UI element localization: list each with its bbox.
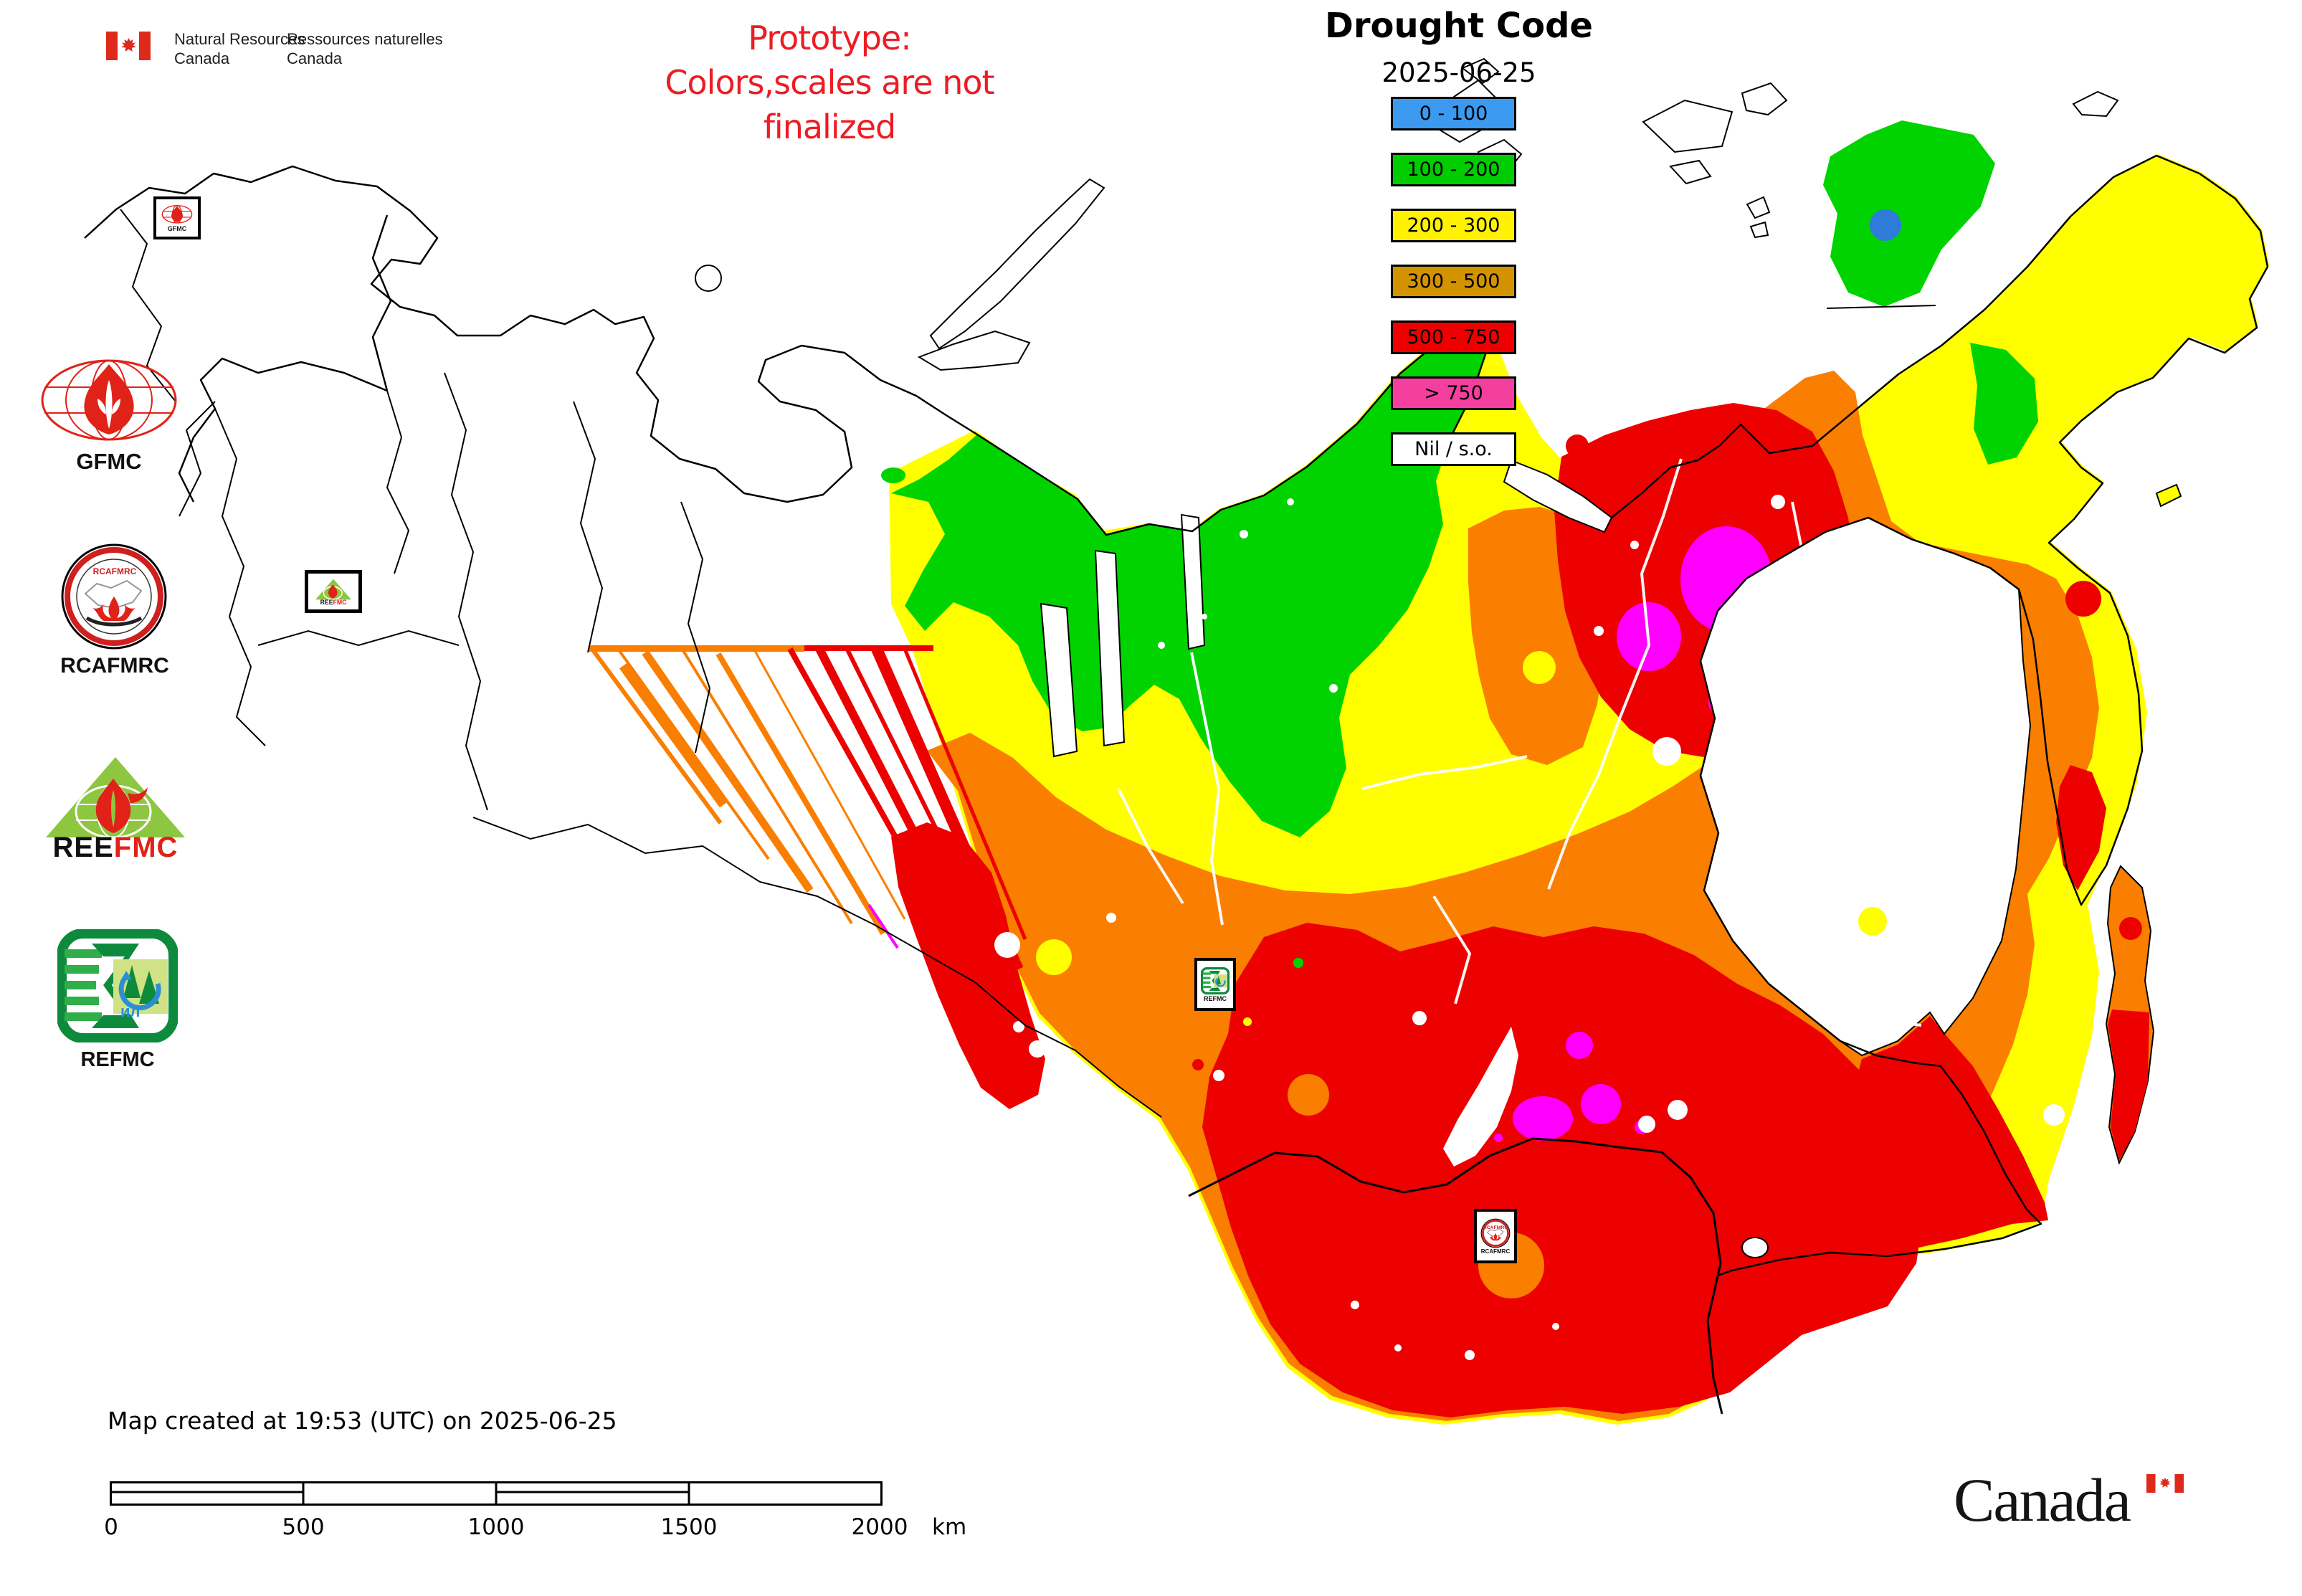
refmc-label: REFMC <box>80 1048 155 1071</box>
scale-label-0: 0 <box>104 1514 118 1540</box>
gfmc-mini-icon <box>161 204 193 224</box>
refmc-map-marker: REFMC <box>1194 958 1236 1011</box>
refmc-map-marker-label: REFMC <box>1204 995 1227 1002</box>
svg-text:REEFMC: REEFMC <box>320 599 348 605</box>
refmc-inner-label: ил <box>120 1002 141 1020</box>
legend-label: > 750 <box>1424 382 1483 404</box>
scale-unit: km <box>932 1514 967 1540</box>
lake-baikal <box>1443 1027 1518 1167</box>
legend-label: 300 - 500 <box>1407 270 1500 293</box>
scale-label-2000: 2000 <box>851 1514 908 1540</box>
canada-wordmark: Canada <box>1954 1466 2131 1534</box>
canada-flag-icon <box>106 32 151 60</box>
rcafmrc-label: RCAFMRC <box>60 654 169 678</box>
legend-item-200-300: 200 - 300 <box>1391 209 1516 242</box>
region-borders <box>120 209 1936 1415</box>
gfmc-label: GFMC <box>76 449 142 474</box>
legend-label: 100 - 200 <box>1407 158 1500 181</box>
nrcan-fr-line2: Canada <box>287 49 343 67</box>
gfmc-logo-icon <box>41 359 177 441</box>
prototype-line2: Colors,scales are not finalized <box>665 63 994 146</box>
rcafmrc-map-marker-label: RCAFMRC <box>1480 1248 1511 1255</box>
rcafmrc-inner-label: RCAFMRC <box>92 566 137 576</box>
legend-item-100-200: 100 - 200 <box>1391 153 1516 186</box>
legend-item-300-500: 300 - 500 <box>1391 265 1516 298</box>
refmc-logo-icon <box>57 929 178 1042</box>
legend-item-gt-750: > 750 <box>1391 376 1516 410</box>
gfmc-map-marker: GFMC <box>153 196 201 239</box>
render-artifact-streaks <box>589 645 1027 972</box>
reefmc-logo-icon <box>46 757 185 839</box>
legend-item-0-100: 0 - 100 <box>1391 97 1516 130</box>
legend-label: 200 - 300 <box>1407 214 1500 237</box>
map-date: 2025-06-25 <box>1381 57 1536 88</box>
legend-item-nil: Nil / s.o. <box>1391 432 1516 466</box>
dc-small-spots <box>1036 651 1887 1298</box>
reefmc-mini-icon: REEFMC <box>315 579 351 605</box>
map-created-text: Map created at 19:53 (UTC) on 2025-06-25 <box>108 1407 617 1435</box>
nrcan-fr-line1: Ressources naturelles <box>287 30 443 48</box>
scale-label-1500: 1500 <box>660 1514 718 1540</box>
legend-label: 500 - 750 <box>1407 326 1500 348</box>
page-title: Drought Code <box>1325 6 1593 46</box>
nrcan-title-fr: Ressources naturelles Canada <box>287 29 443 68</box>
scale-label-1000: 1000 <box>467 1514 525 1540</box>
rivers <box>1117 458 1922 1027</box>
gfmc-map-marker-label: GFMC <box>167 225 187 232</box>
nil-spots <box>994 495 2065 1360</box>
prototype-notice: Prototype: Colors,scales are not finaliz… <box>614 16 1045 149</box>
reefmc-label-black: REE <box>52 832 114 863</box>
rcafmrc-mini-icon: RCAFMRC <box>1480 1218 1511 1248</box>
nrcan-title-en: Natural Resources Canada <box>174 29 305 68</box>
reefmc-label: REEFMC <box>42 832 189 864</box>
sakhalin-island <box>2105 483 2182 1165</box>
legend-label: Nil / s.o. <box>1414 438 1493 460</box>
nrcan-en-line2: Canada <box>174 49 230 67</box>
svg-text:RCAFMRC: RCAFMRC <box>1483 1225 1508 1230</box>
rcafmrc-map-marker: RCAFMRC RCAFMRC <box>1474 1209 1517 1263</box>
rcafmrc-logo-icon <box>61 543 167 650</box>
scale-bar <box>110 1481 883 1506</box>
prototype-line1: Prototype: <box>748 19 911 57</box>
sea-cutouts <box>1040 459 2032 1258</box>
nrcan-en-line1: Natural Resources <box>174 30 305 48</box>
reefmc-label-red: FMC <box>113 832 179 863</box>
refmc-mini-icon <box>1201 966 1230 995</box>
canada-wordmark-flag-icon <box>2146 1474 2184 1493</box>
legend: 0 - 100 100 - 200 200 - 300 300 - 500 50… <box>1391 97 1516 488</box>
legend-label: 0 - 100 <box>1419 103 1488 125</box>
scale-label-500: 500 <box>282 1514 325 1540</box>
coastlines <box>84 154 2269 1277</box>
legend-item-500-750: 500 - 750 <box>1391 320 1516 354</box>
reefmc-map-marker: REEFMC <box>305 570 362 613</box>
dc-blue-spot <box>1870 209 1901 241</box>
